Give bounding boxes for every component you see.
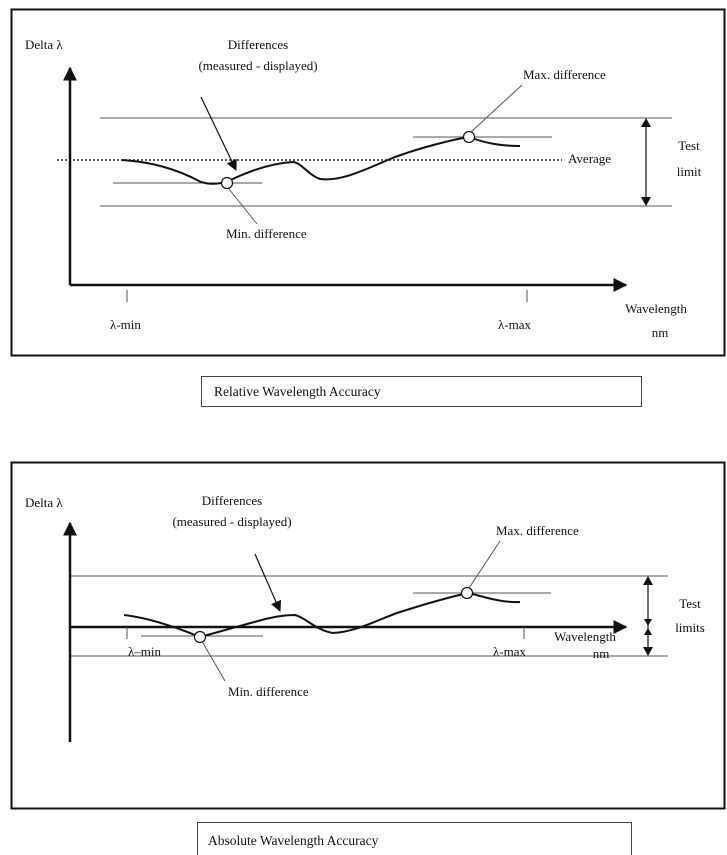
x-min-label: λ–min — [128, 644, 162, 659]
x-min-label: λ-min — [110, 317, 141, 332]
panel-frame — [10, 8, 726, 357]
x-axis-label-line2: nm — [652, 325, 669, 340]
test-limits-zero-arrow-up — [644, 628, 652, 635]
min-difference-label: Min. difference — [226, 226, 307, 241]
difference-curve — [121, 135, 521, 185]
panel-frame — [10, 461, 726, 810]
absolute-accuracy-panel: Delta λ Differences (measured - displaye… — [10, 461, 726, 810]
min-difference-point — [220, 176, 234, 190]
min-label-pointer — [228, 188, 258, 225]
y-axis-label: Delta λ — [25, 495, 63, 510]
test-limits-arrow-down — [643, 647, 653, 656]
test-limit-label-line1: Test — [678, 138, 700, 153]
curve-label-line1: Differences — [228, 37, 288, 52]
caption-text: Absolute Wavelength Accuracy — [208, 833, 379, 848]
x-max-label: λ-max — [498, 317, 532, 332]
test-limits-label-line2: limits — [675, 620, 705, 635]
test-limits-label-line1: Test — [679, 596, 701, 611]
difference-curve — [123, 591, 521, 639]
curve-label-line1: Differences — [202, 493, 262, 508]
max-difference-label: Max. difference — [523, 67, 606, 82]
test-limit-arrow-up — [641, 118, 651, 127]
x-axis-label-line1: Wavelength — [625, 301, 687, 316]
y-axis-label: Delta λ — [25, 37, 63, 52]
test-limits-zero-arrow-down — [644, 619, 652, 626]
min-label-pointer — [202, 642, 226, 682]
x-axis-label-line2: nm — [593, 646, 610, 661]
relative-accuracy-panel: Delta λ Differences (measured - displaye… — [10, 8, 726, 357]
caption-box — [197, 822, 632, 855]
x-axis-label-line1: Wavelength — [554, 629, 616, 644]
caption-text: Relative Wavelength Accuracy — [214, 384, 381, 399]
average-label: Average — [568, 151, 611, 166]
min-difference-label: Min. difference — [228, 684, 309, 699]
caption-box — [201, 376, 642, 407]
curve-label-line2: (measured - displayed) — [172, 514, 291, 529]
test-limit-label-line2: limit — [677, 164, 702, 179]
curve-label-pointer — [254, 553, 282, 613]
max-difference-label: Max. difference — [496, 523, 579, 538]
max-label-pointer — [468, 540, 501, 589]
max-difference-point — [462, 130, 476, 144]
min-difference-point — [193, 630, 207, 644]
curve-label-pointer — [200, 96, 237, 171]
absolute-accuracy-caption: Absolute Wavelength Accuracy — [197, 822, 632, 855]
max-label-pointer — [470, 84, 523, 133]
test-limit-arrow-down — [641, 197, 651, 206]
test-limits-arrow-up — [643, 576, 653, 585]
curve-label-line2: (measured - displayed) — [198, 58, 317, 73]
max-difference-point — [460, 586, 474, 600]
relative-accuracy-caption: Relative Wavelength Accuracy — [201, 376, 642, 407]
x-max-label: λ-max — [493, 644, 527, 659]
